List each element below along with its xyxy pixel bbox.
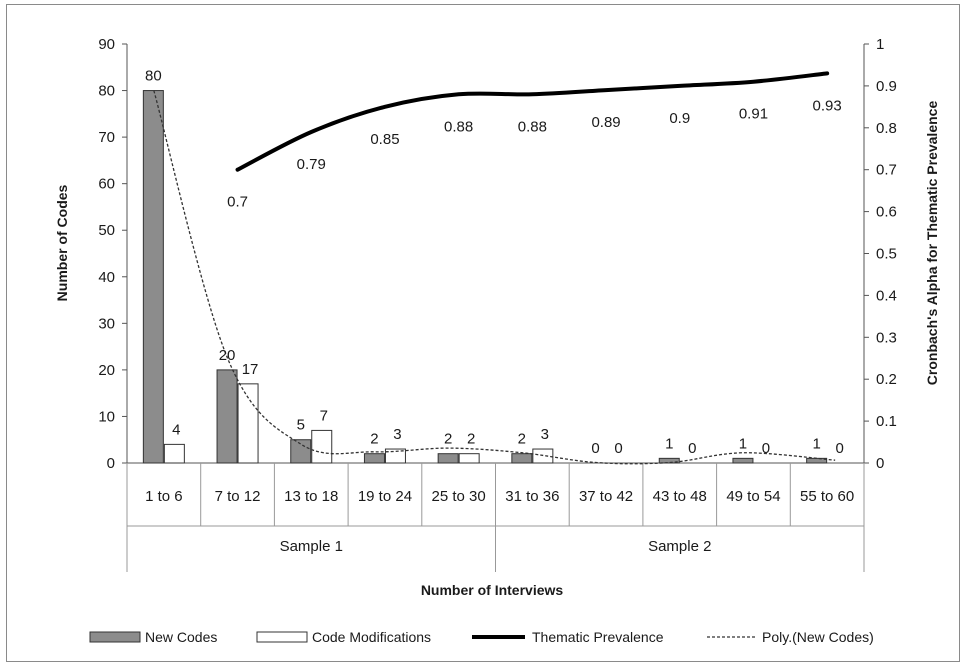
y2-tick-label: 0.3 — [876, 329, 897, 346]
x-tick-label: 25 to 30 — [432, 488, 486, 505]
x-tick-label: 43 to 48 — [653, 488, 707, 505]
group-label: Sample 2 — [648, 538, 711, 555]
x-tick-label: 13 to 18 — [284, 488, 338, 505]
legend-label-poly-new-codes: Poly.(New Codes) — [762, 629, 874, 645]
data-label-code-modifications: 2 — [467, 431, 475, 448]
y2-tick-label: 0.8 — [876, 120, 897, 137]
bar-new-codes — [437, 453, 459, 464]
data-label-thematic-prevalence: 0.79 — [297, 156, 326, 173]
data-label-new-codes: 2 — [518, 431, 526, 448]
data-label-code-modifications: 3 — [393, 426, 401, 443]
lines — [153, 71, 836, 465]
y2-tick-label: 0.2 — [876, 371, 897, 388]
data-label-new-codes: 0 — [591, 440, 599, 457]
legend: New Codes Code Modifications Thematic Pr… — [89, 629, 874, 645]
data-label-code-modifications: 17 — [242, 361, 259, 378]
combo-chart: 010203040506070809000.10.20.30.40.50.60.… — [54, 36, 940, 645]
bar-code-modifications — [311, 429, 333, 464]
bar-new-codes — [216, 369, 238, 464]
bar-new-codes — [732, 457, 754, 464]
data-label-thematic-prevalence: 0.88 — [444, 118, 473, 135]
bar-new-codes — [363, 453, 385, 464]
y-tick-label: 70 — [98, 129, 115, 146]
x-tick-label: 19 to 24 — [358, 488, 412, 505]
data-label-new-codes: 1 — [812, 435, 820, 452]
data-label-code-modifications: 0 — [835, 440, 843, 457]
legend-swatch-new-codes — [89, 631, 141, 643]
data-label-code-modifications: 0 — [688, 440, 696, 457]
y-tick-label: 0 — [107, 455, 115, 472]
y-tick-label: 10 — [98, 408, 115, 425]
legend-label-thematic-prevalence: Thematic Prevalence — [532, 629, 664, 645]
data-label-new-codes: 2 — [444, 431, 452, 448]
data-label-new-codes: 80 — [145, 68, 162, 85]
y-tick-label: 20 — [98, 362, 115, 379]
data-label-thematic-prevalence: 0.91 — [739, 106, 768, 123]
y-tick-label: 30 — [98, 315, 115, 332]
x-tick-label: 55 to 60 — [800, 488, 854, 505]
legend-label-code-modifications: Code Modifications — [312, 629, 431, 645]
y2-tick-label: 0.7 — [876, 162, 897, 179]
data-label-code-modifications: 0 — [614, 440, 622, 457]
x-tick-label: 1 to 6 — [145, 488, 183, 505]
data-label-thematic-prevalence: 0.93 — [813, 97, 842, 114]
y2-tick-label: 0.5 — [876, 246, 897, 263]
y2-tick-label: 0.9 — [876, 78, 897, 95]
y-tick-label: 90 — [98, 36, 115, 53]
bar-new-codes — [511, 453, 533, 464]
chart-frame: 0 10 20 30 40 50 60 70 80 90 0 0.1 0.2 0.3 0.4 0.5 0.6 0.… — [6, 4, 960, 662]
data-label-new-codes: 1 — [665, 435, 673, 452]
data-label-code-modifications: 0 — [762, 440, 770, 457]
bar-new-codes — [806, 457, 828, 464]
data-label-thematic-prevalence: 0.88 — [518, 118, 547, 135]
x-tick-label: 7 to 12 — [215, 488, 261, 505]
y-tick-label: 80 — [98, 83, 115, 100]
y-tick-label: 60 — [98, 176, 115, 193]
axes: 010203040506070809000.10.20.30.40.50.60.… — [98, 36, 897, 572]
data-label-new-codes: 1 — [739, 435, 747, 452]
y2-tick-label: 0 — [876, 455, 884, 472]
data-label-thematic-prevalence: 0.9 — [669, 110, 690, 127]
data-label-thematic-prevalence: 0.89 — [591, 114, 620, 131]
y2-tick-label: 0.4 — [876, 287, 897, 304]
data-label-thematic-prevalence: 0.7 — [227, 194, 248, 211]
y-tick-label: 40 — [98, 269, 115, 286]
y-tick-label: 50 — [98, 222, 115, 239]
data-label-new-codes: 5 — [297, 417, 305, 434]
x-tick-label: 49 to 54 — [726, 488, 780, 505]
data-label-new-codes: 2 — [370, 431, 378, 448]
data-label-thematic-prevalence: 0.85 — [370, 131, 399, 148]
data-label-new-codes: 20 — [219, 347, 236, 364]
bar-new-codes — [290, 439, 312, 464]
bar-code-modifications — [384, 448, 406, 464]
bars — [142, 90, 828, 464]
x-tick-label: 31 to 36 — [505, 488, 559, 505]
y2-tick-label: 0.1 — [876, 413, 897, 430]
bar-code-modifications — [163, 443, 185, 464]
data-label-code-modifications: 3 — [541, 426, 549, 443]
y2-tick-label: 0.6 — [876, 204, 897, 221]
bar-new-codes — [142, 90, 164, 464]
x-tick-label: 37 to 42 — [579, 488, 633, 505]
y2-tick-label: 1 — [876, 36, 884, 53]
group-label: Sample 1 — [280, 538, 343, 555]
y2-axis-title: Cronbach's Alpha for Thematic Prevalence — [924, 101, 940, 386]
legend-label-new-codes: New Codes — [145, 629, 217, 645]
x-axis-title: Number of Interviews — [421, 582, 564, 598]
data-label-code-modifications: 7 — [320, 407, 328, 424]
y-axis-title: Number of Codes — [54, 184, 70, 301]
line-thematic-prevalence — [235, 71, 830, 172]
bar-code-modifications — [237, 383, 259, 464]
trendline-poly-new-codes — [153, 90, 836, 465]
legend-swatch-code-modifications — [256, 631, 308, 643]
data-label-code-modifications: 4 — [172, 421, 180, 438]
bar-code-modifications — [458, 453, 480, 464]
bar-new-codes — [658, 457, 680, 464]
